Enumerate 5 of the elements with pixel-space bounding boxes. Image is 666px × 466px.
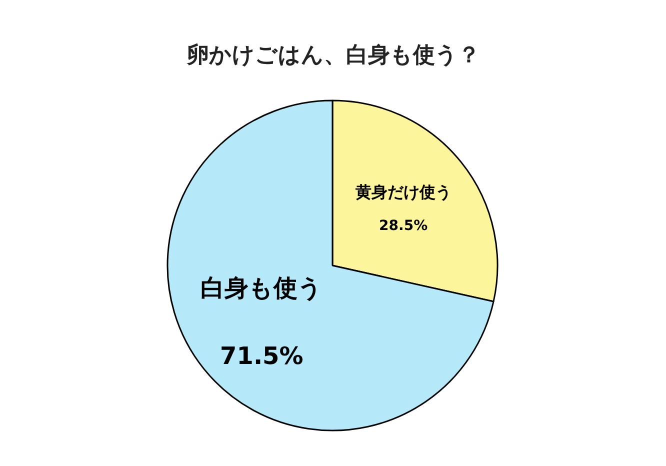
data-label: 71.5% <box>220 342 304 370</box>
chart-title: 卵かけごはん、白身も使う？ <box>186 43 480 68</box>
slice-label: 白身も使う <box>200 274 323 302</box>
data-label: 28.5% <box>379 218 428 234</box>
slice-label: 黄身だけ使う <box>354 182 452 202</box>
